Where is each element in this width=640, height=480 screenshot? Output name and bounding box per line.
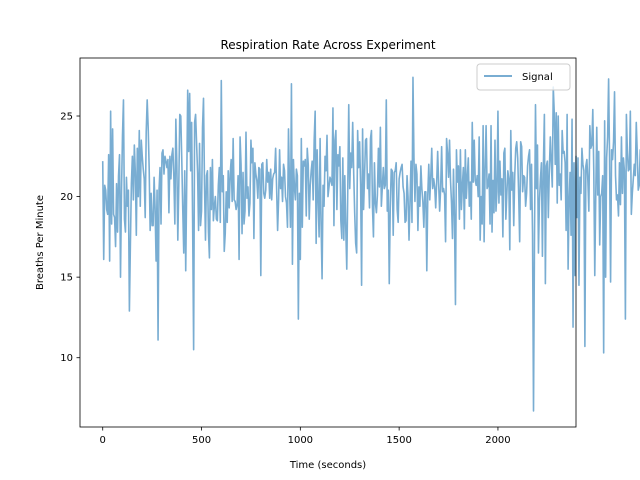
- x-tick-label: 2000: [485, 435, 510, 446]
- x-tick-label: 0: [100, 435, 106, 446]
- y-axis: 10 15 20 25: [60, 112, 80, 364]
- plot-frame: [79, 57, 577, 428]
- x-axis-label: Time (seconds): [289, 460, 366, 471]
- x-tick-label: 1000: [288, 435, 313, 446]
- x-axis: 0 500 1000 1500 2000: [100, 427, 511, 446]
- x-tick-label: 500: [192, 435, 211, 446]
- chart-title: Respiration Rate Across Experiment: [220, 38, 435, 52]
- legend: Signal: [476, 63, 571, 91]
- plot-area: [101, 76, 640, 412]
- legend-label: Signal: [522, 72, 553, 83]
- x-tick-label: 1500: [386, 435, 411, 446]
- y-tick-label: 15: [60, 273, 73, 284]
- y-axis-label: Breaths Per Minute: [35, 195, 46, 290]
- legend-box: [476, 63, 571, 91]
- y-tick-label: 20: [60, 192, 73, 203]
- y-tick-label: 10: [60, 353, 73, 364]
- y-tick-label: 25: [60, 112, 73, 123]
- series-line-signal: [101, 76, 640, 412]
